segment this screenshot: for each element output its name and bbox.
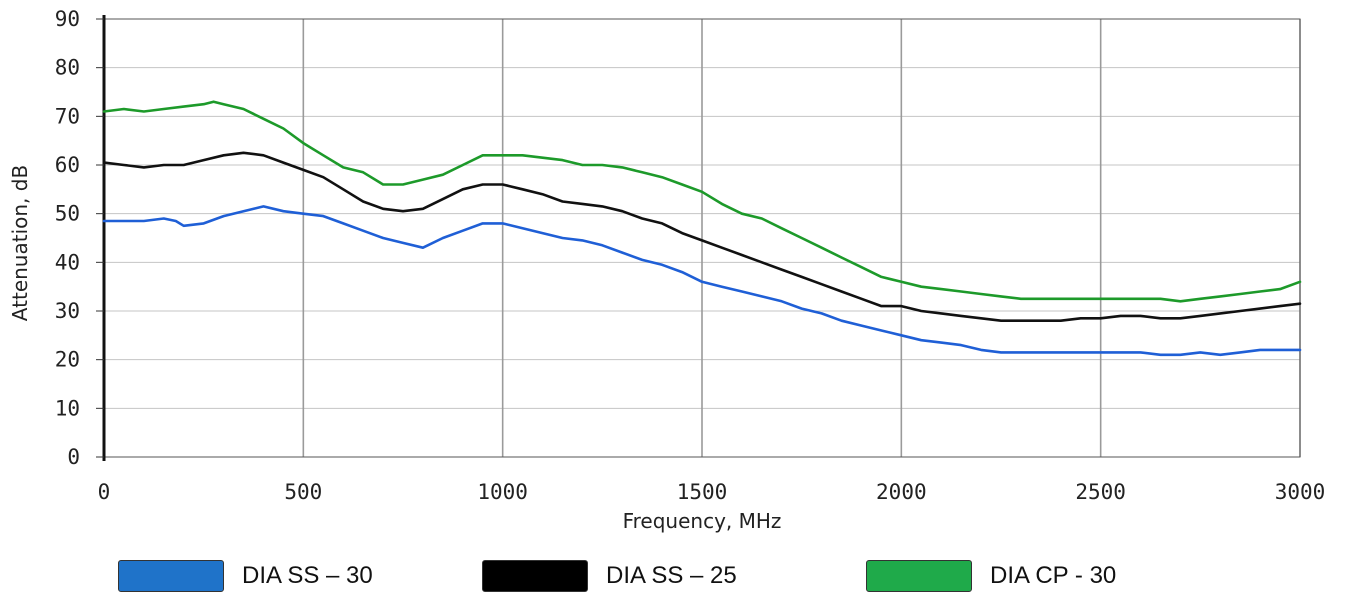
legend-label: DIA CP - 30 — [990, 562, 1117, 589]
legend-item: DIA CP - 30 — [866, 556, 1116, 596]
y-axis-title: Attenuation, dB — [8, 165, 32, 321]
x-tick-label: 2500 — [1075, 480, 1126, 504]
y-tick-label: 90 — [55, 7, 80, 31]
legend-swatch — [118, 560, 224, 592]
y-tick-label: 30 — [55, 299, 80, 323]
x-axis-title: Frequency, MHz — [623, 509, 782, 533]
legend: DIA SS – 30 DIA SS – 25 DIA CP - 30 — [0, 556, 1349, 612]
y-tick-label: 10 — [55, 396, 80, 420]
series-line — [102, 205, 1302, 357]
y-tick-label: 40 — [55, 250, 80, 274]
y-tick-label: 0 — [67, 445, 80, 469]
x-tick-label: 1000 — [477, 480, 528, 504]
x-tick-label: 1500 — [677, 480, 728, 504]
y-tick-label: 60 — [55, 153, 80, 177]
x-tick-label: 2000 — [876, 480, 927, 504]
legend-item: DIA SS – 30 — [118, 556, 373, 596]
x-tick-label: 3000 — [1275, 480, 1326, 504]
tick-labels: 0 10 20 30 40 50 60 70 80 90 0 500 1000 1500 2000 2500 3… — [55, 7, 1326, 504]
plot-frame — [96, 15, 1301, 461]
series-layer — [102, 100, 1302, 357]
legend-label: DIA SS – 30 — [242, 562, 373, 589]
attenuation-chart: 0 10 20 30 40 50 60 70 80 90 0 500 1000 1500 2000 2500 3… — [8, 7, 1326, 533]
series-line — [102, 151, 1302, 323]
legend-item: DIA SS – 25 — [482, 556, 737, 596]
y-tick-label: 20 — [55, 348, 80, 372]
series-line — [102, 100, 1302, 303]
legend-swatch — [482, 560, 588, 592]
x-tick-label: 500 — [284, 480, 322, 504]
x-tick-label: 0 — [98, 480, 111, 504]
y-tick-label: 80 — [55, 56, 80, 80]
y-tick-label: 50 — [55, 202, 80, 226]
y-tick-label: 70 — [55, 104, 80, 128]
legend-label: DIA SS – 25 — [606, 562, 737, 589]
legend-swatch — [866, 560, 972, 592]
grid-lines — [103, 18, 1301, 458]
